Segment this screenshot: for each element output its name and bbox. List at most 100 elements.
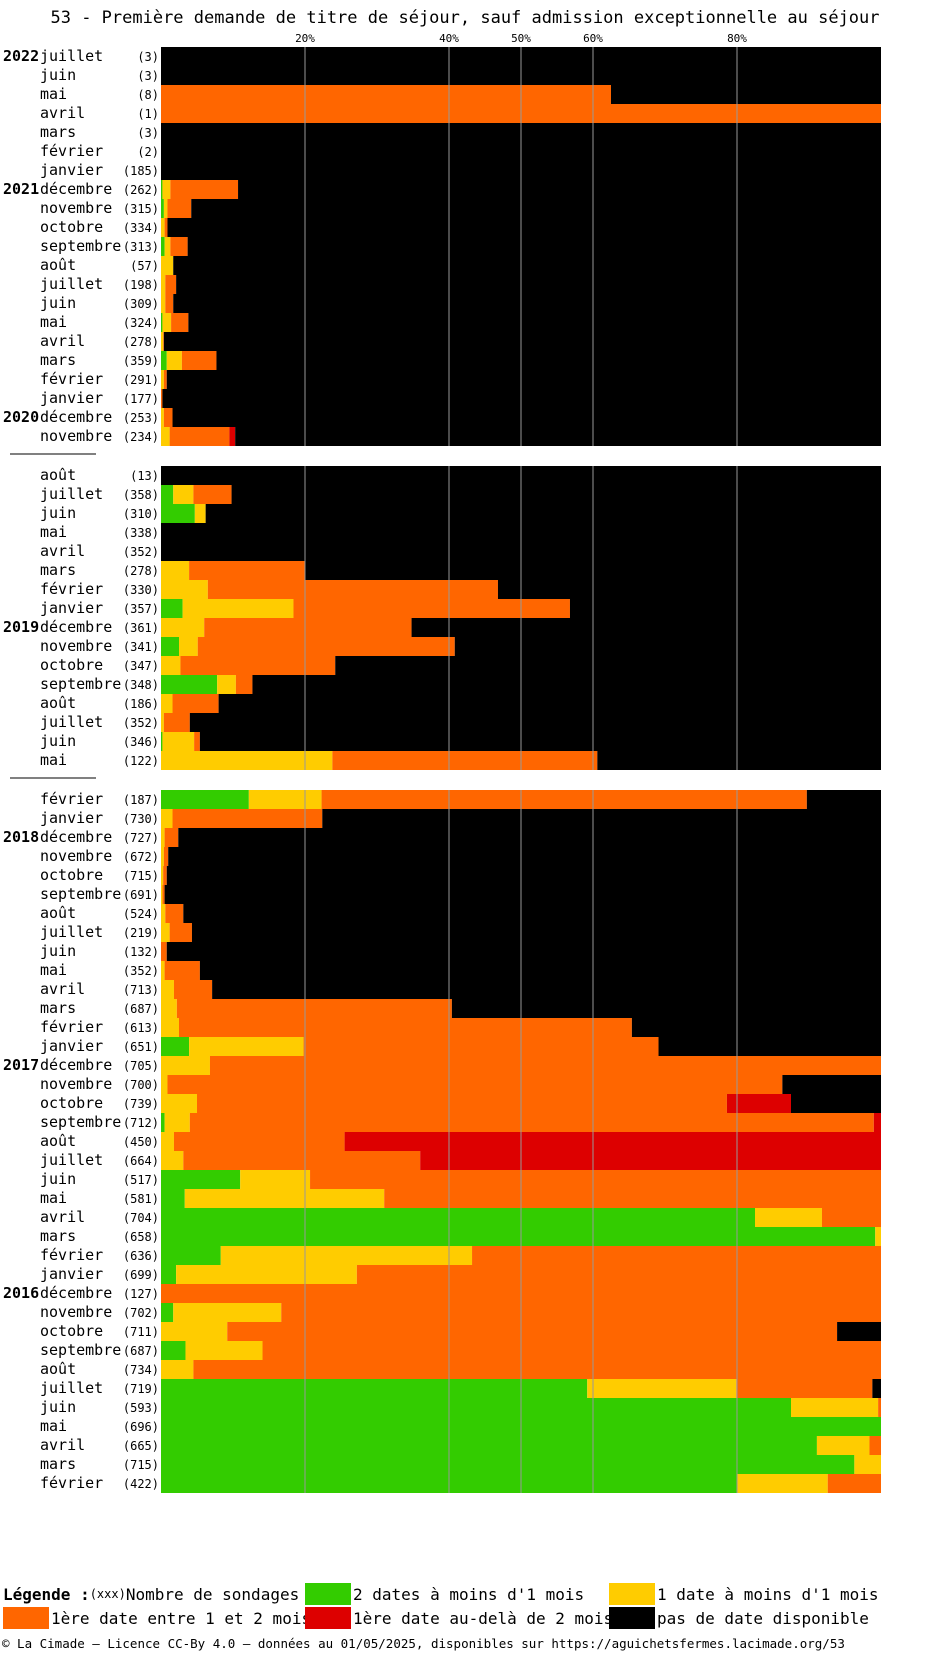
bar-segment-orange bbox=[165, 275, 177, 294]
bar-segment-black bbox=[238, 180, 882, 199]
bar-segment-green bbox=[161, 1265, 177, 1284]
count-label: (291) bbox=[123, 373, 159, 387]
month-label: juillet bbox=[40, 47, 103, 65]
bar-segment-orange bbox=[194, 732, 200, 751]
count-label: (727) bbox=[123, 831, 159, 845]
chart-row: juin (3) bbox=[40, 66, 881, 85]
bar-segment-yellow bbox=[161, 885, 163, 904]
bar-segment-orange bbox=[869, 1436, 881, 1455]
year-label: 2019 bbox=[3, 618, 39, 636]
bar-segment-yellow bbox=[161, 809, 173, 828]
month-label: septembre bbox=[40, 675, 121, 693]
chart-row: juillet (664) bbox=[40, 1151, 881, 1170]
bar-segment-yellow bbox=[217, 675, 236, 694]
bar-segment-black bbox=[176, 275, 881, 294]
legend-label-green: 2 dates à moins d'1 mois bbox=[353, 1584, 585, 1604]
chart-row: 2021 décembre (262) bbox=[3, 180, 882, 199]
count-label: (334) bbox=[123, 221, 159, 235]
chart-rows: 2022 juillet (3)juin (3)mai (8)avril (1)mars(… bbox=[3, 47, 882, 1493]
chart-row: juin (593) bbox=[40, 1398, 881, 1417]
chart-row: avril (278) bbox=[40, 332, 881, 351]
chart-row: mars (715) bbox=[40, 1455, 881, 1474]
bar-segment-orange bbox=[472, 1246, 881, 1265]
bar-segment-black bbox=[188, 313, 882, 332]
month-label: juin bbox=[40, 66, 76, 84]
count-label: (672) bbox=[123, 850, 159, 864]
chart-row: 2018 décembre (727) bbox=[3, 828, 881, 847]
count-label: (715) bbox=[123, 1458, 159, 1472]
count-label: (132) bbox=[123, 945, 159, 959]
month-label: novembre bbox=[40, 637, 112, 655]
chart-row: juillet (352) bbox=[40, 713, 882, 732]
bar-segment-black bbox=[189, 713, 882, 732]
bar-segment-yellow bbox=[791, 1398, 879, 1417]
month-label: juin bbox=[40, 294, 76, 312]
bar-segment-black bbox=[611, 85, 881, 104]
chart-row: mai (122) bbox=[40, 751, 881, 770]
chart-row: septembre (348) bbox=[40, 675, 881, 694]
bar-segment-yellow bbox=[161, 427, 170, 446]
bar-segment-black bbox=[231, 485, 881, 504]
bar-segment-black bbox=[162, 389, 881, 408]
bar-segment-green bbox=[161, 485, 174, 504]
bar-segment-black bbox=[837, 1322, 881, 1341]
legend-swatch-black bbox=[609, 1607, 655, 1629]
chart-row: mai (696) bbox=[40, 1417, 881, 1436]
chart-row: août (13) bbox=[40, 466, 881, 485]
bar-segment-yellow bbox=[161, 408, 164, 427]
bar-segment-black bbox=[252, 675, 881, 694]
gridlines bbox=[304, 47, 738, 1493]
month-label: juin bbox=[40, 942, 76, 960]
count-label: (687) bbox=[123, 1344, 159, 1358]
bar-segment-yellow bbox=[161, 999, 177, 1018]
bar-segment-red bbox=[873, 1113, 881, 1132]
chart-row: novembre (341) bbox=[40, 637, 881, 656]
month-label: octobre bbox=[40, 218, 103, 236]
bar-segment-yellow bbox=[161, 1322, 228, 1341]
count-label: (734) bbox=[123, 1363, 159, 1377]
bar-segment-yellow bbox=[161, 1132, 174, 1151]
chart-row: janvier (730) bbox=[40, 809, 881, 828]
month-label: janvier bbox=[40, 599, 103, 617]
bar-segment-orange bbox=[193, 485, 232, 504]
bar-segment-green bbox=[161, 1455, 855, 1474]
bar-segment-green bbox=[161, 1227, 876, 1246]
bar-segment-orange bbox=[181, 351, 217, 370]
bar-segment-orange bbox=[176, 999, 452, 1018]
month-label: avril bbox=[40, 1436, 85, 1454]
bar-segment-green bbox=[161, 1246, 221, 1265]
bar-segment-yellow bbox=[176, 1265, 357, 1284]
chart-row: février (291) bbox=[40, 370, 881, 389]
count-label: (186) bbox=[123, 697, 159, 711]
count-label: (2) bbox=[137, 145, 159, 159]
count-label: (422) bbox=[123, 1477, 159, 1491]
count-label: (664) bbox=[123, 1154, 159, 1168]
legend-item-black: pas de date disponible bbox=[609, 1606, 869, 1630]
bar-segment-red bbox=[726, 1094, 791, 1113]
month-label: juin bbox=[40, 504, 76, 522]
bar-segment-black bbox=[631, 1018, 881, 1037]
bar-segment-orange bbox=[170, 180, 239, 199]
bar-segment-black bbox=[454, 637, 881, 656]
chart-row: octobre (739) bbox=[40, 1094, 881, 1113]
year-label: 2016 bbox=[3, 1284, 39, 1302]
year-label: 2021 bbox=[3, 180, 39, 198]
bar-segment-black bbox=[872, 1379, 881, 1398]
bar-segment-yellow bbox=[161, 866, 164, 885]
bar-segment-yellow bbox=[162, 732, 195, 751]
bar-segment-yellow bbox=[161, 961, 165, 980]
legend-count-label: Nombre de sondages bbox=[125, 1584, 300, 1604]
chart-row: juin (346) bbox=[40, 732, 881, 751]
bar-segment-yellow bbox=[161, 980, 174, 999]
bar-segment-yellow bbox=[182, 599, 294, 618]
legend-count-marker: (xxx) bbox=[89, 1587, 126, 1601]
chart-row: mai (338) bbox=[40, 523, 881, 542]
bar-segment-orange bbox=[165, 904, 184, 923]
chart-row: mars (658) bbox=[40, 1227, 881, 1246]
bar-segment-orange bbox=[167, 1075, 783, 1094]
bar-segment-orange bbox=[821, 1208, 881, 1227]
bar-segment-yellow bbox=[737, 1474, 828, 1493]
month-label: avril bbox=[40, 980, 85, 998]
bar-segment-yellow bbox=[161, 656, 181, 675]
count-label: (658) bbox=[123, 1230, 159, 1244]
